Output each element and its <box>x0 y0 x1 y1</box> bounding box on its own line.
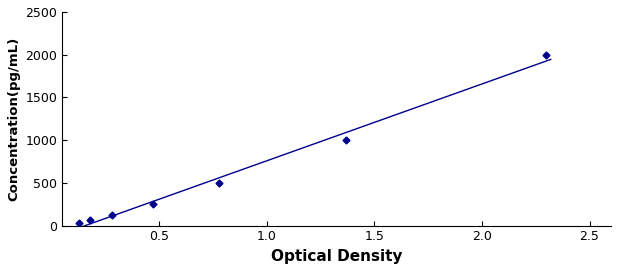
Y-axis label: Concentration(pg/mL): Concentration(pg/mL) <box>7 37 20 201</box>
X-axis label: Optical Density: Optical Density <box>271 249 402 264</box>
